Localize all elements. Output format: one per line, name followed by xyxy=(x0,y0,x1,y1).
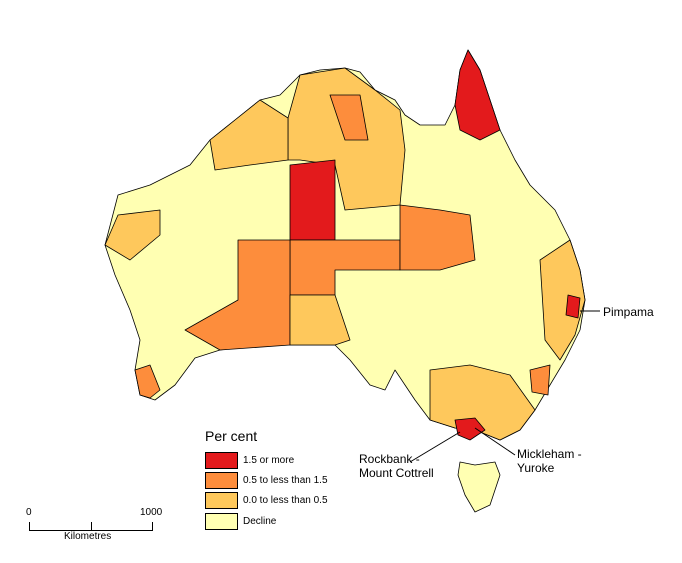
label-rockbank-line2: Mount Cottrell xyxy=(359,466,434,480)
region-melbourne xyxy=(454,417,486,441)
region-qld-north xyxy=(454,49,501,141)
region-kimberley xyxy=(209,99,289,171)
mickleham-leader xyxy=(474,427,516,456)
legend-swatch xyxy=(205,513,238,530)
region-wa-pilbara xyxy=(104,209,161,261)
region-sydney xyxy=(529,364,551,396)
scale-bar xyxy=(29,522,153,531)
region-wa-east xyxy=(184,239,291,351)
legend-swatch xyxy=(205,472,238,489)
legend-item: 0.5 to less than 1.5 xyxy=(205,472,328,489)
region-nt-darwin xyxy=(329,94,369,141)
label-rockbank-line1: Rockbank - xyxy=(359,452,420,466)
label-mickleham-line2: Yuroke xyxy=(517,461,555,475)
scale-start: 0 xyxy=(26,507,32,518)
legend-label: 1.5 or more xyxy=(243,455,295,466)
rockbank-leader xyxy=(409,431,461,463)
legend-swatch xyxy=(205,492,238,509)
tasmania xyxy=(457,461,501,513)
legend-label: 0.0 to less than 0.5 xyxy=(243,495,328,506)
label-mickleham-line1: Mickleham - xyxy=(517,447,582,461)
legend-label: Decline xyxy=(243,516,277,527)
region-sa-west xyxy=(289,294,351,346)
legend-item: 0.0 to less than 0.5 xyxy=(205,492,328,509)
region-se-qld xyxy=(565,294,581,319)
region-perth xyxy=(134,364,161,399)
legend-title: Per cent xyxy=(205,428,258,444)
scale-unit: Kilometres xyxy=(64,531,112,542)
label-pimpama: Pimpama xyxy=(603,305,654,319)
region-east-coast xyxy=(539,239,586,361)
legend-swatch xyxy=(205,452,238,469)
region-nt-central xyxy=(289,159,336,241)
legend-item: 1.5 or more xyxy=(205,452,294,469)
region-qld-west xyxy=(399,204,476,271)
legend-label: 0.5 to less than 1.5 xyxy=(243,475,328,486)
legend-item: Decline xyxy=(205,513,276,530)
scale-end: 1000 xyxy=(140,507,163,518)
